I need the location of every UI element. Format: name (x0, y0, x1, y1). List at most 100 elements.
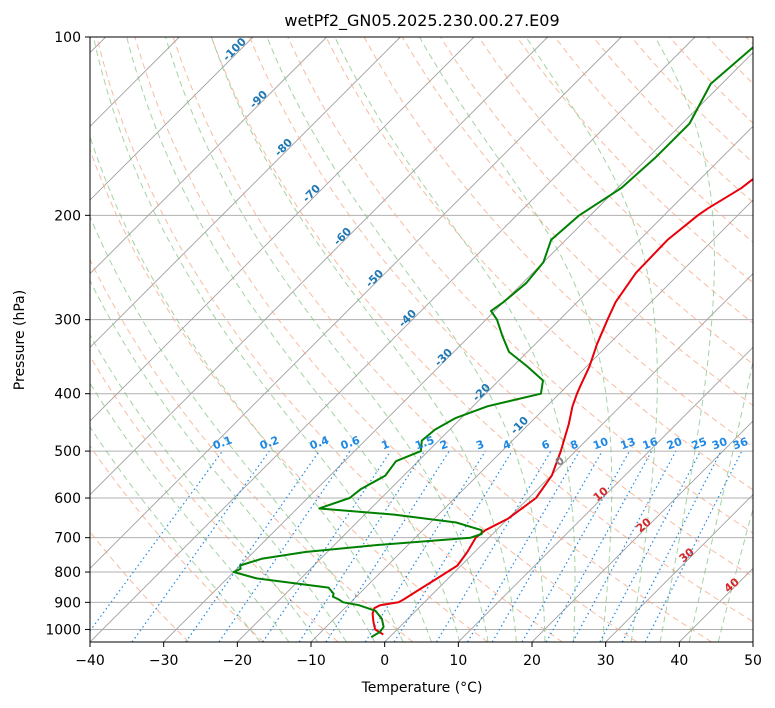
x-axis-label: Temperature (°C) (361, 680, 483, 696)
moist-adiabat-line (654, 37, 716, 642)
chart-title: wetPf2_GN05.2025.230.00.27.E09 (284, 11, 559, 31)
mixing-ratio-label: 0.6 (339, 433, 362, 452)
x-tick-label: 30 (597, 653, 615, 669)
mixing-ratio-label: 1 (380, 438, 392, 453)
y-tick-label: 700 (54, 531, 81, 547)
y-tick-label: 600 (54, 491, 81, 507)
line-labels: 0.1 0.2 0.4 0.6 1 1.5 2 3 4 6 8 10 13 16 20 25 30 36-100-… (211, 35, 750, 595)
moist-adiabat-line (90, 334, 319, 642)
moist-adiabat-line (525, 37, 658, 642)
y-tick-label: 300 (54, 313, 81, 329)
dry-adiabat-line (90, 445, 264, 642)
isotherm-line (90, 37, 622, 569)
moist-adiabat-line (717, 507, 753, 642)
mixing-ratio-line (572, 450, 677, 642)
mixing-ratio-label: 10 (591, 435, 610, 453)
isotherm-line (90, 37, 548, 496)
y-tick-label: 200 (54, 208, 81, 224)
mixing-ratio-line (521, 450, 631, 642)
moist-adiabat-line (211, 37, 517, 642)
y-tick-label: 500 (54, 444, 81, 460)
x-tick-label: 20 (523, 653, 541, 669)
moist-adiabat-line (418, 37, 613, 642)
y-tick-label: 100 (54, 30, 81, 46)
isotherm-line (605, 494, 753, 642)
mixing-ratio-line (466, 450, 580, 642)
mixing-ratio-line (298, 450, 425, 642)
dry-adiabat-line (90, 258, 414, 642)
mixing-ratio-line (364, 450, 486, 642)
mixing-ratio-label: 8 (568, 438, 580, 453)
dry-adiabat-line (287, 37, 753, 534)
background-lines (90, 37, 753, 642)
y-axis: 100 200 300 400 500 600 700 800 900 1000 (45, 30, 90, 638)
mixing-ratio-line (393, 450, 513, 642)
isotherm-line (90, 37, 696, 642)
isotherm-line (458, 346, 753, 642)
mixing-ratio-label: 30 (710, 435, 729, 453)
mixing-ratio-label: 20 (665, 435, 684, 453)
y-tick-label: 900 (54, 595, 81, 611)
wetbulb-label: 10 (591, 484, 611, 504)
mixing-ratio-label: 4 (501, 438, 513, 453)
dry-adiabat-line (210, 37, 753, 623)
series-lines (232, 46, 753, 638)
mixing-ratio-label: 36 (731, 435, 750, 453)
moist-adiabat-line (266, 37, 546, 642)
isotherm-line (752, 641, 753, 642)
mixing-ratio-label: 25 (690, 435, 709, 452)
x-tick-label: 50 (744, 653, 762, 669)
x-tick-label: −20 (223, 653, 253, 669)
moist-adiabat-line (688, 359, 753, 642)
mixing-ratio-line (644, 450, 743, 642)
x-tick-label: 10 (449, 653, 467, 669)
y-axis-label: Pressure (hPa) (12, 290, 28, 390)
dry-adiabat-line (745, 37, 753, 45)
moist-adiabat-line (90, 215, 376, 642)
isotherm-line (310, 199, 753, 642)
mixing-ratio-line (185, 450, 320, 642)
isotherm-line (90, 37, 254, 201)
isotherm-label: -20 (470, 381, 493, 404)
mixing-ratio-label: 3 (474, 438, 486, 453)
mixing-ratio-label: 16 (641, 435, 660, 453)
moist-adiabat-line (126, 37, 461, 642)
isotherm-line (90, 37, 475, 422)
plot-frame (89, 36, 754, 643)
isotherm-label: -60 (331, 225, 354, 248)
mixing-ratio-line (218, 450, 351, 642)
y-tick-label: 1000 (45, 622, 81, 638)
x-tick-label: 40 (670, 653, 688, 669)
wetbulb-label: 30 (677, 545, 697, 565)
y-tick-label: 400 (54, 387, 81, 403)
mixing-ratio-label: 2 (438, 438, 450, 453)
mixing-ratio-label: 0.1 (211, 434, 234, 453)
isotherm-label: -100 (220, 35, 249, 64)
wetbulb-label: 40 (722, 575, 742, 595)
isotherm-label: -70 (300, 182, 323, 205)
dry-adiabat-line (90, 355, 339, 642)
dry-adiabat-line (478, 37, 753, 324)
isotherm-label: -30 (432, 346, 455, 369)
isotherm-label: -40 (396, 307, 419, 330)
wetbulb-label: 20 (634, 515, 654, 535)
moist-adiabat-line (90, 382, 290, 642)
dry-adiabat-line (325, 37, 753, 491)
isotherm-label: -10 (508, 414, 531, 437)
x-tick-label: −10 (296, 653, 326, 669)
dry-adiabat-line (172, 37, 712, 642)
mixing-ratio-line (491, 450, 603, 642)
mixing-ratio-label: 0.4 (308, 433, 331, 452)
isotherm-line (531, 420, 753, 642)
mixing-ratio-label: 13 (619, 435, 638, 452)
y-tick-label: 800 (54, 565, 81, 581)
mixing-ratio-line (435, 450, 552, 642)
isotherm-label: -50 (363, 267, 386, 290)
isotherm-line (90, 37, 401, 348)
dry-adiabat-line (439, 37, 753, 365)
dry-adiabat-line (90, 531, 190, 642)
dry-adiabat-line (90, 148, 488, 642)
isotherm-line (384, 273, 753, 642)
mixing-ratio-line (599, 450, 702, 642)
